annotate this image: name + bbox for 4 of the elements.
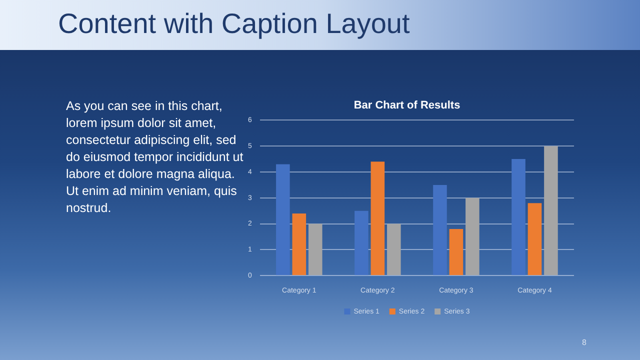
text: As you can see in this chart, lorem ipsum dolor sit amet, consectetur adipiscing elit, sed do eiusmod tempor incididunt ut labore et dolore magna aliqua. Ut enim ad minim veniam, quis nostrud.	[66, 98, 244, 217]
text: Content with Caption Layout	[58, 8, 410, 40]
text: 8	[582, 338, 586, 347]
chart-title: Bar Chart of Results	[354, 100, 460, 112]
